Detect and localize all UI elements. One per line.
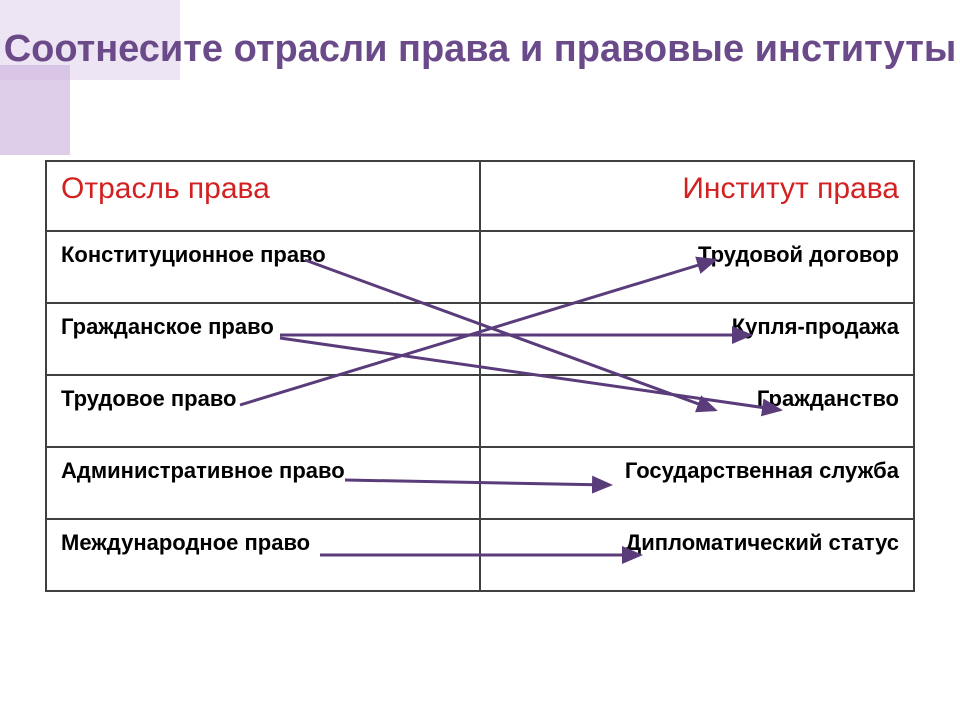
- cell-left: Конституционное право: [46, 231, 480, 303]
- table-header-row: Отрасль права Институт права: [46, 161, 914, 231]
- slide-title: Соотнесите отрасли права и правовые инст…: [0, 28, 960, 72]
- header-left: Отрасль права: [46, 161, 480, 231]
- table: Отрасль права Институт права Конституцио…: [45, 160, 915, 592]
- table-row: Конституционное право Трудовой договор: [46, 231, 914, 303]
- table-row: Гражданское право Купля-продажа: [46, 303, 914, 375]
- table-row: Трудовое право Гражданство: [46, 375, 914, 447]
- cell-right: Государственная служба: [480, 447, 914, 519]
- cell-left: Трудовое право: [46, 375, 480, 447]
- matching-table: Отрасль права Институт права Конституцио…: [45, 160, 915, 592]
- cell-right: Гражданство: [480, 375, 914, 447]
- table-row: Международное право Дипломатический стат…: [46, 519, 914, 591]
- cell-right: Трудовой договор: [480, 231, 914, 303]
- cell-left: Гражданское право: [46, 303, 480, 375]
- table-row: Административное право Государственная с…: [46, 447, 914, 519]
- slide: Соотнесите отрасли права и правовые инст…: [0, 0, 960, 720]
- cell-right: Дипломатический статус: [480, 519, 914, 591]
- cell-right: Купля-продажа: [480, 303, 914, 375]
- cell-left: Административное право: [46, 447, 480, 519]
- header-right: Институт права: [480, 161, 914, 231]
- cell-left: Международное право: [46, 519, 480, 591]
- decor-rect-left: [0, 65, 70, 155]
